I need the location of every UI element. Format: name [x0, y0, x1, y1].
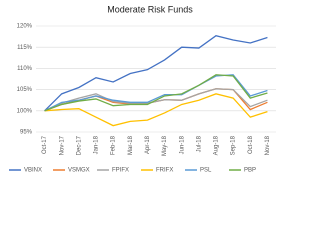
- line-series: [44, 35, 268, 112]
- x-tick-label: Oct-17: [42, 135, 48, 154]
- x-tick-label: Apr-18: [145, 135, 151, 154]
- y-tick-label: 110%: [17, 66, 33, 72]
- legend-label: FRIFX: [156, 168, 173, 174]
- legend-label: VSMGX: [68, 168, 90, 174]
- legend-label: PBP: [244, 168, 256, 174]
- y-tick-label: 95%: [20, 130, 33, 136]
- x-tick-label: Feb-18: [111, 135, 117, 155]
- line-series: [44, 74, 268, 112]
- line-series: [44, 88, 268, 112]
- line-series: [44, 74, 268, 112]
- x-tick-label: Jun-18: [179, 135, 185, 154]
- x-tick-label: May-18: [162, 135, 168, 156]
- x-tick-label: Aug-18: [214, 135, 220, 155]
- x-tick-label: Oct-18: [248, 135, 254, 154]
- chart: Moderate Risk Funds 95% 100% 105% 110% 115% 1…: [9, 4, 276, 174]
- x-tick-label: Jul-18: [196, 135, 202, 152]
- y-tick-label: 120%: [17, 24, 33, 30]
- x-tick-label: Mar-18: [128, 135, 134, 155]
- x-tick-label: Jan-18: [94, 135, 100, 154]
- chart-title: Moderate Risk Funds: [107, 4, 193, 14]
- legend-label: VBINX: [24, 168, 42, 174]
- x-tick-label: Nov-17: [59, 135, 65, 155]
- x-tick-label: Nov-18: [265, 135, 271, 155]
- y-tick-label: 105%: [17, 87, 33, 93]
- y-tick-label: 100%: [17, 108, 33, 114]
- line-series: [44, 93, 268, 127]
- y-tick-label: 115%: [17, 45, 33, 51]
- x-tick-label: Sep-18: [231, 135, 237, 155]
- x-tick-label: Dec-17: [76, 135, 82, 155]
- legend-label: PSL: [200, 168, 212, 174]
- legend-label: FPIFX: [112, 168, 129, 174]
